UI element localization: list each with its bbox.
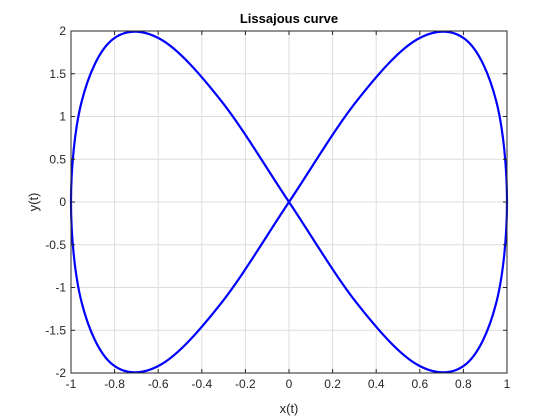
y-tick-label: 1.5 [49,67,66,81]
x-tick-label: 1 [504,377,511,391]
x-tick-label: -0.2 [235,377,256,391]
x-tick-label: -0.8 [104,377,125,391]
y-tick-label: -2 [55,366,66,380]
x-axis-label: x(t) [280,401,299,416]
series-line [69,30,509,374]
y-axis-label: y(t) [26,193,41,212]
y-tick-label: -0.5 [45,238,66,252]
y-tick-label: -1 [55,281,66,295]
x-tick-label: -0.4 [191,377,212,391]
x-tick-label: 0.4 [368,377,385,391]
x-tick-label: -1 [66,377,77,391]
y-tick-label: 1 [59,110,66,124]
plot-area [69,30,509,374]
x-tick-label: 0.2 [324,377,341,391]
x-tick-label: 0.8 [455,377,472,391]
y-tick-label: 0 [59,195,66,209]
x-tick-label: -0.6 [148,377,169,391]
x-tick-label: 0.6 [411,377,428,391]
y-tick-label: 0.5 [49,152,66,166]
y-tick-label: 2 [59,24,66,38]
ticks: -1 -0.8 -0.6 -0.4 -0.2 0 0.2 0.4 0.6 0.8 1 -2 -1.5 -1… [45,24,510,391]
chart-title: Lissajous curve [240,11,338,26]
y-tick-label: -1.5 [45,323,66,337]
x-tick-label: 0 [286,377,293,391]
